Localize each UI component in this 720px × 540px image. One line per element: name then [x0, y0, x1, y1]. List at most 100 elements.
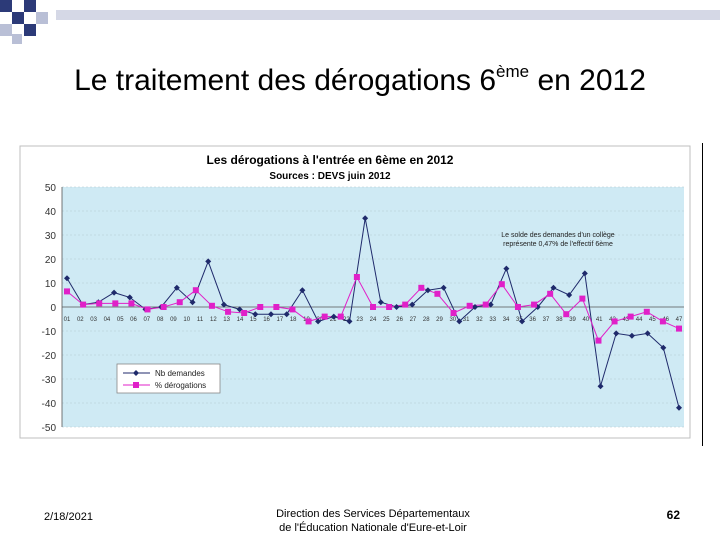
demandes-point: [268, 311, 274, 318]
y-tick-label: -40: [42, 399, 57, 410]
derogations-point: [257, 304, 264, 310]
x-tick-label: 12: [210, 317, 217, 323]
x-tick-label: 20: [316, 317, 323, 323]
x-tick-label: 41: [596, 317, 603, 323]
x-tick-label: 11: [197, 317, 204, 323]
demandes-point: [252, 311, 259, 318]
x-tick-label: 09: [170, 317, 177, 323]
x-tick-label: 36: [529, 317, 536, 323]
x-tick-label: 46: [662, 317, 669, 323]
y-tick-label: 10: [45, 279, 57, 290]
slide-title: Le traitement des dérogations 6ème en 20…: [0, 62, 720, 98]
x-tick-label: 44: [636, 317, 643, 323]
x-tick-label: 07: [143, 317, 150, 323]
footer-organization: Direction des Services Départementaux de…: [230, 507, 516, 535]
x-tick-label: 08: [157, 317, 164, 323]
y-tick-label: 0: [50, 303, 56, 314]
derogations-point: [112, 300, 119, 307]
derogations-point: [579, 295, 586, 302]
footer-date: 2/18/2021: [44, 511, 93, 523]
annotation-line: représente 0,47% de l'effectif 6ème: [503, 241, 613, 248]
demandes-point: [346, 318, 353, 325]
demandes-point: [613, 330, 620, 337]
title-main: Le traitement des dérogations 6: [74, 64, 497, 97]
demandes-point: [362, 215, 369, 222]
top-bar: [56, 10, 720, 20]
derogations-point: [434, 290, 441, 297]
derogations-point: [482, 301, 489, 308]
x-tick-label: 34: [503, 317, 510, 323]
x-tick-label: 15: [250, 317, 257, 323]
footer-org-line1: Direction des Services Départementaux: [276, 508, 470, 520]
demandes-point: [126, 294, 133, 301]
y-tick-label: -30: [42, 375, 57, 386]
x-tick-label: 21: [330, 317, 337, 323]
demandes-point: [550, 284, 557, 291]
demandes-point: [393, 304, 400, 310]
x-tick-label: 06: [130, 317, 137, 323]
demandes-point: [456, 318, 463, 325]
demandes-point: [566, 292, 573, 298]
title-end: en 2012: [529, 64, 646, 97]
x-tick-label: 47: [676, 317, 683, 323]
derogations-point: [531, 301, 538, 308]
derogations-point: [514, 304, 521, 310]
demandes-point: [472, 304, 478, 310]
title-superscript: ème: [496, 62, 530, 81]
y-tick-label: 40: [45, 207, 57, 218]
x-tick-label: 03: [90, 317, 97, 323]
demandes-point: [330, 313, 337, 320]
x-tick-label: 24: [370, 317, 377, 323]
demandes-point: [660, 344, 667, 351]
derogations-point: [160, 304, 167, 310]
derogations-point: [547, 290, 554, 297]
x-tick-label: 33: [489, 317, 496, 323]
demandes-point: [409, 301, 416, 308]
derogations-point: [96, 300, 103, 307]
chart-legend: Nb demandes % dérogations: [116, 363, 221, 394]
chart-annotation: Le solde des demandes d'un collège représ…: [501, 232, 615, 248]
x-tick-label: 28: [423, 317, 430, 323]
derogations-point: [402, 301, 409, 308]
derogations-point: [627, 313, 634, 320]
derogations-point: [595, 337, 602, 344]
derogations-point: [176, 299, 183, 306]
derogations-point: [64, 288, 70, 295]
x-tick-label: 43: [622, 317, 629, 323]
derogations-point: [418, 284, 425, 291]
x-tick-label: 37: [543, 317, 550, 323]
derogations-point: [225, 308, 232, 315]
demandes-point: [299, 287, 306, 294]
x-tick-label: 16: [263, 317, 270, 323]
y-tick-label: -10: [42, 327, 57, 338]
chart-subtitle: Sources : DEVS juin 2012: [269, 171, 391, 182]
x-tick-label: 04: [104, 317, 111, 323]
demandes-point: [628, 332, 635, 339]
page-number: 62: [666, 508, 680, 522]
x-tick-label: 10: [183, 317, 190, 323]
derogations-point: [611, 318, 618, 325]
x-tick-label: 32: [476, 317, 483, 323]
derogations-point: [370, 304, 376, 310]
demandes-point: [519, 318, 526, 325]
demandes-point: [644, 330, 651, 337]
x-tick-label: 31: [463, 317, 470, 323]
derogations-point: [563, 311, 570, 318]
x-tick-label: 26: [396, 317, 403, 323]
x-tick-label: 01: [64, 317, 71, 323]
demandes-point: [220, 301, 227, 308]
y-tick-label: -20: [42, 351, 57, 362]
legend-label: % dérogations: [155, 381, 206, 390]
x-tick-label: 14: [237, 317, 244, 323]
demandes-point: [315, 318, 322, 325]
derogations-point: [208, 302, 215, 309]
x-axis: 0102030405060708091011121314151617181920…: [64, 317, 683, 323]
x-tick-label: 02: [77, 317, 84, 323]
derogations-point: [241, 310, 248, 316]
derogations-point: [386, 304, 393, 310]
derogations-point: [450, 310, 457, 316]
y-tick-label: 50: [45, 183, 57, 194]
derogations-point: [128, 300, 135, 307]
demandes-point: [205, 258, 212, 265]
vertical-rule: [702, 143, 703, 446]
